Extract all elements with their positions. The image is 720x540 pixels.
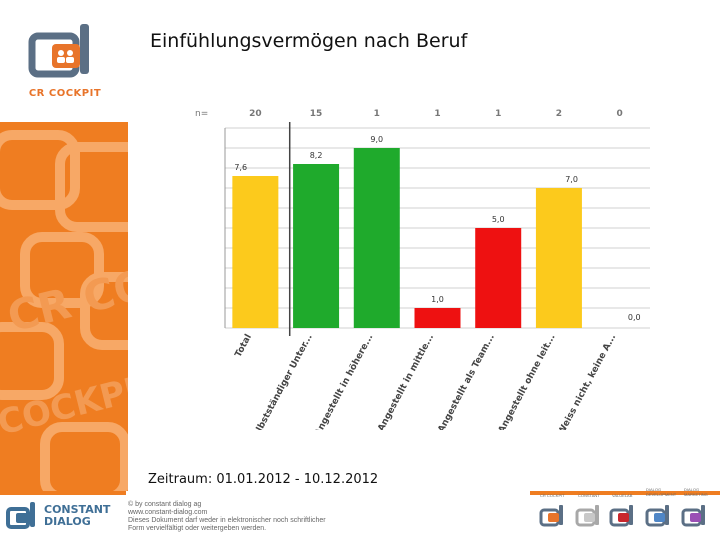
pattern-shape xyxy=(0,322,64,400)
value-label: 5,0 xyxy=(492,215,505,224)
copyright-line: www.constant-dialog.com xyxy=(128,509,208,516)
constant-dialog-logo-icon xyxy=(6,502,35,529)
n-labels: n= 20 15 1 1 1 2 0 xyxy=(195,109,623,119)
sidebar-pattern: CR COC COCKPIT xyxy=(0,122,128,500)
footer-accent-bar xyxy=(530,491,720,495)
valuelab-product-icon xyxy=(609,505,633,527)
product-label: DIALOG DEVELOPMENT xyxy=(646,487,677,497)
copyright-line: Form vervielfältigt oder weitergeben wer… xyxy=(128,525,267,532)
pattern-shape xyxy=(55,142,128,232)
bar xyxy=(535,188,582,328)
pattern-shape xyxy=(0,130,80,210)
category-label: Angestellt ohne leit... xyxy=(497,333,558,430)
bar xyxy=(475,228,522,328)
n-value: 20 xyxy=(249,109,262,119)
dialog-development-product-icon xyxy=(645,505,669,527)
n-value: 15 xyxy=(310,109,323,119)
n-value: 2 xyxy=(556,109,562,119)
category-label: Angestellt in mittle... xyxy=(376,333,436,430)
sidebar: CR COCKPIT CR COC COCKPIT xyxy=(0,0,128,500)
pattern-shape xyxy=(20,232,104,308)
bar xyxy=(414,308,461,328)
value-labels: 7,6 8,2 9,0 1,0 5,0 7,0 0,0 xyxy=(234,135,640,322)
value-label: 7,6 xyxy=(234,163,247,172)
product-label: DIALOG MARKETING xyxy=(684,487,708,497)
dialog-marketing-product-icon xyxy=(681,505,705,527)
value-label: 8,2 xyxy=(310,151,323,160)
pattern-shape xyxy=(80,272,128,350)
value-label: 7,0 xyxy=(565,175,578,184)
period-label: Zeitraum: 01.01.2012 - 10.12.2012 xyxy=(148,472,379,487)
company-name-line: CONSTANT xyxy=(44,503,111,516)
copyright-line: Dieses Dokument darf weder in elektronis… xyxy=(128,517,326,524)
copyright-line: © by constant dialog ag xyxy=(128,501,202,508)
n-value: 1 xyxy=(495,109,501,119)
company-name: CONSTANT DIALOG xyxy=(44,504,110,528)
footer-accent-bar xyxy=(0,491,126,495)
value-label: 1,0 xyxy=(431,295,444,304)
value-label: 0,0 xyxy=(628,313,641,322)
n-value: 1 xyxy=(374,109,380,119)
n-value: 0 xyxy=(617,109,623,119)
footer: CONSTANT DIALOG © by constant dialog ag … xyxy=(0,487,720,540)
product-label: CONSTANT xyxy=(578,493,600,498)
company-name-line: DIALOG xyxy=(44,515,91,528)
cr-cockpit-product-icon xyxy=(539,505,563,527)
category-label: selbstständiger Unter... xyxy=(250,333,315,430)
category-label: Total xyxy=(234,333,254,359)
bar xyxy=(353,148,400,328)
page-title: Einfühlungsvermögen nach Beruf xyxy=(150,30,468,52)
category-label: Weiss nicht, keine A... xyxy=(557,333,619,430)
value-label: 9,0 xyxy=(370,135,383,144)
cr-cockpit-logo-icon xyxy=(28,24,89,78)
product-label: VALUELAB xyxy=(612,493,633,498)
copyright-text: © by constant dialog ag www.constant-dia… xyxy=(128,501,326,533)
bar xyxy=(293,164,340,328)
category-label: Angestellt in höhere... xyxy=(313,333,375,430)
bars xyxy=(232,148,582,328)
category-label: Angestellt als Team... xyxy=(437,333,497,430)
n-label-title: n= xyxy=(195,109,208,119)
bar-chart: 7,68,29,01,05,07,00,0 n= 20 15 1 1 1 2 0 Totals… xyxy=(195,109,650,430)
bar xyxy=(232,176,279,328)
n-value: 1 xyxy=(434,109,440,119)
product-label: CR COCKPIT xyxy=(540,493,565,498)
constant-product-icon xyxy=(575,505,599,527)
logo-text: CR COCKPIT xyxy=(28,88,102,99)
pattern-shape xyxy=(40,422,128,500)
